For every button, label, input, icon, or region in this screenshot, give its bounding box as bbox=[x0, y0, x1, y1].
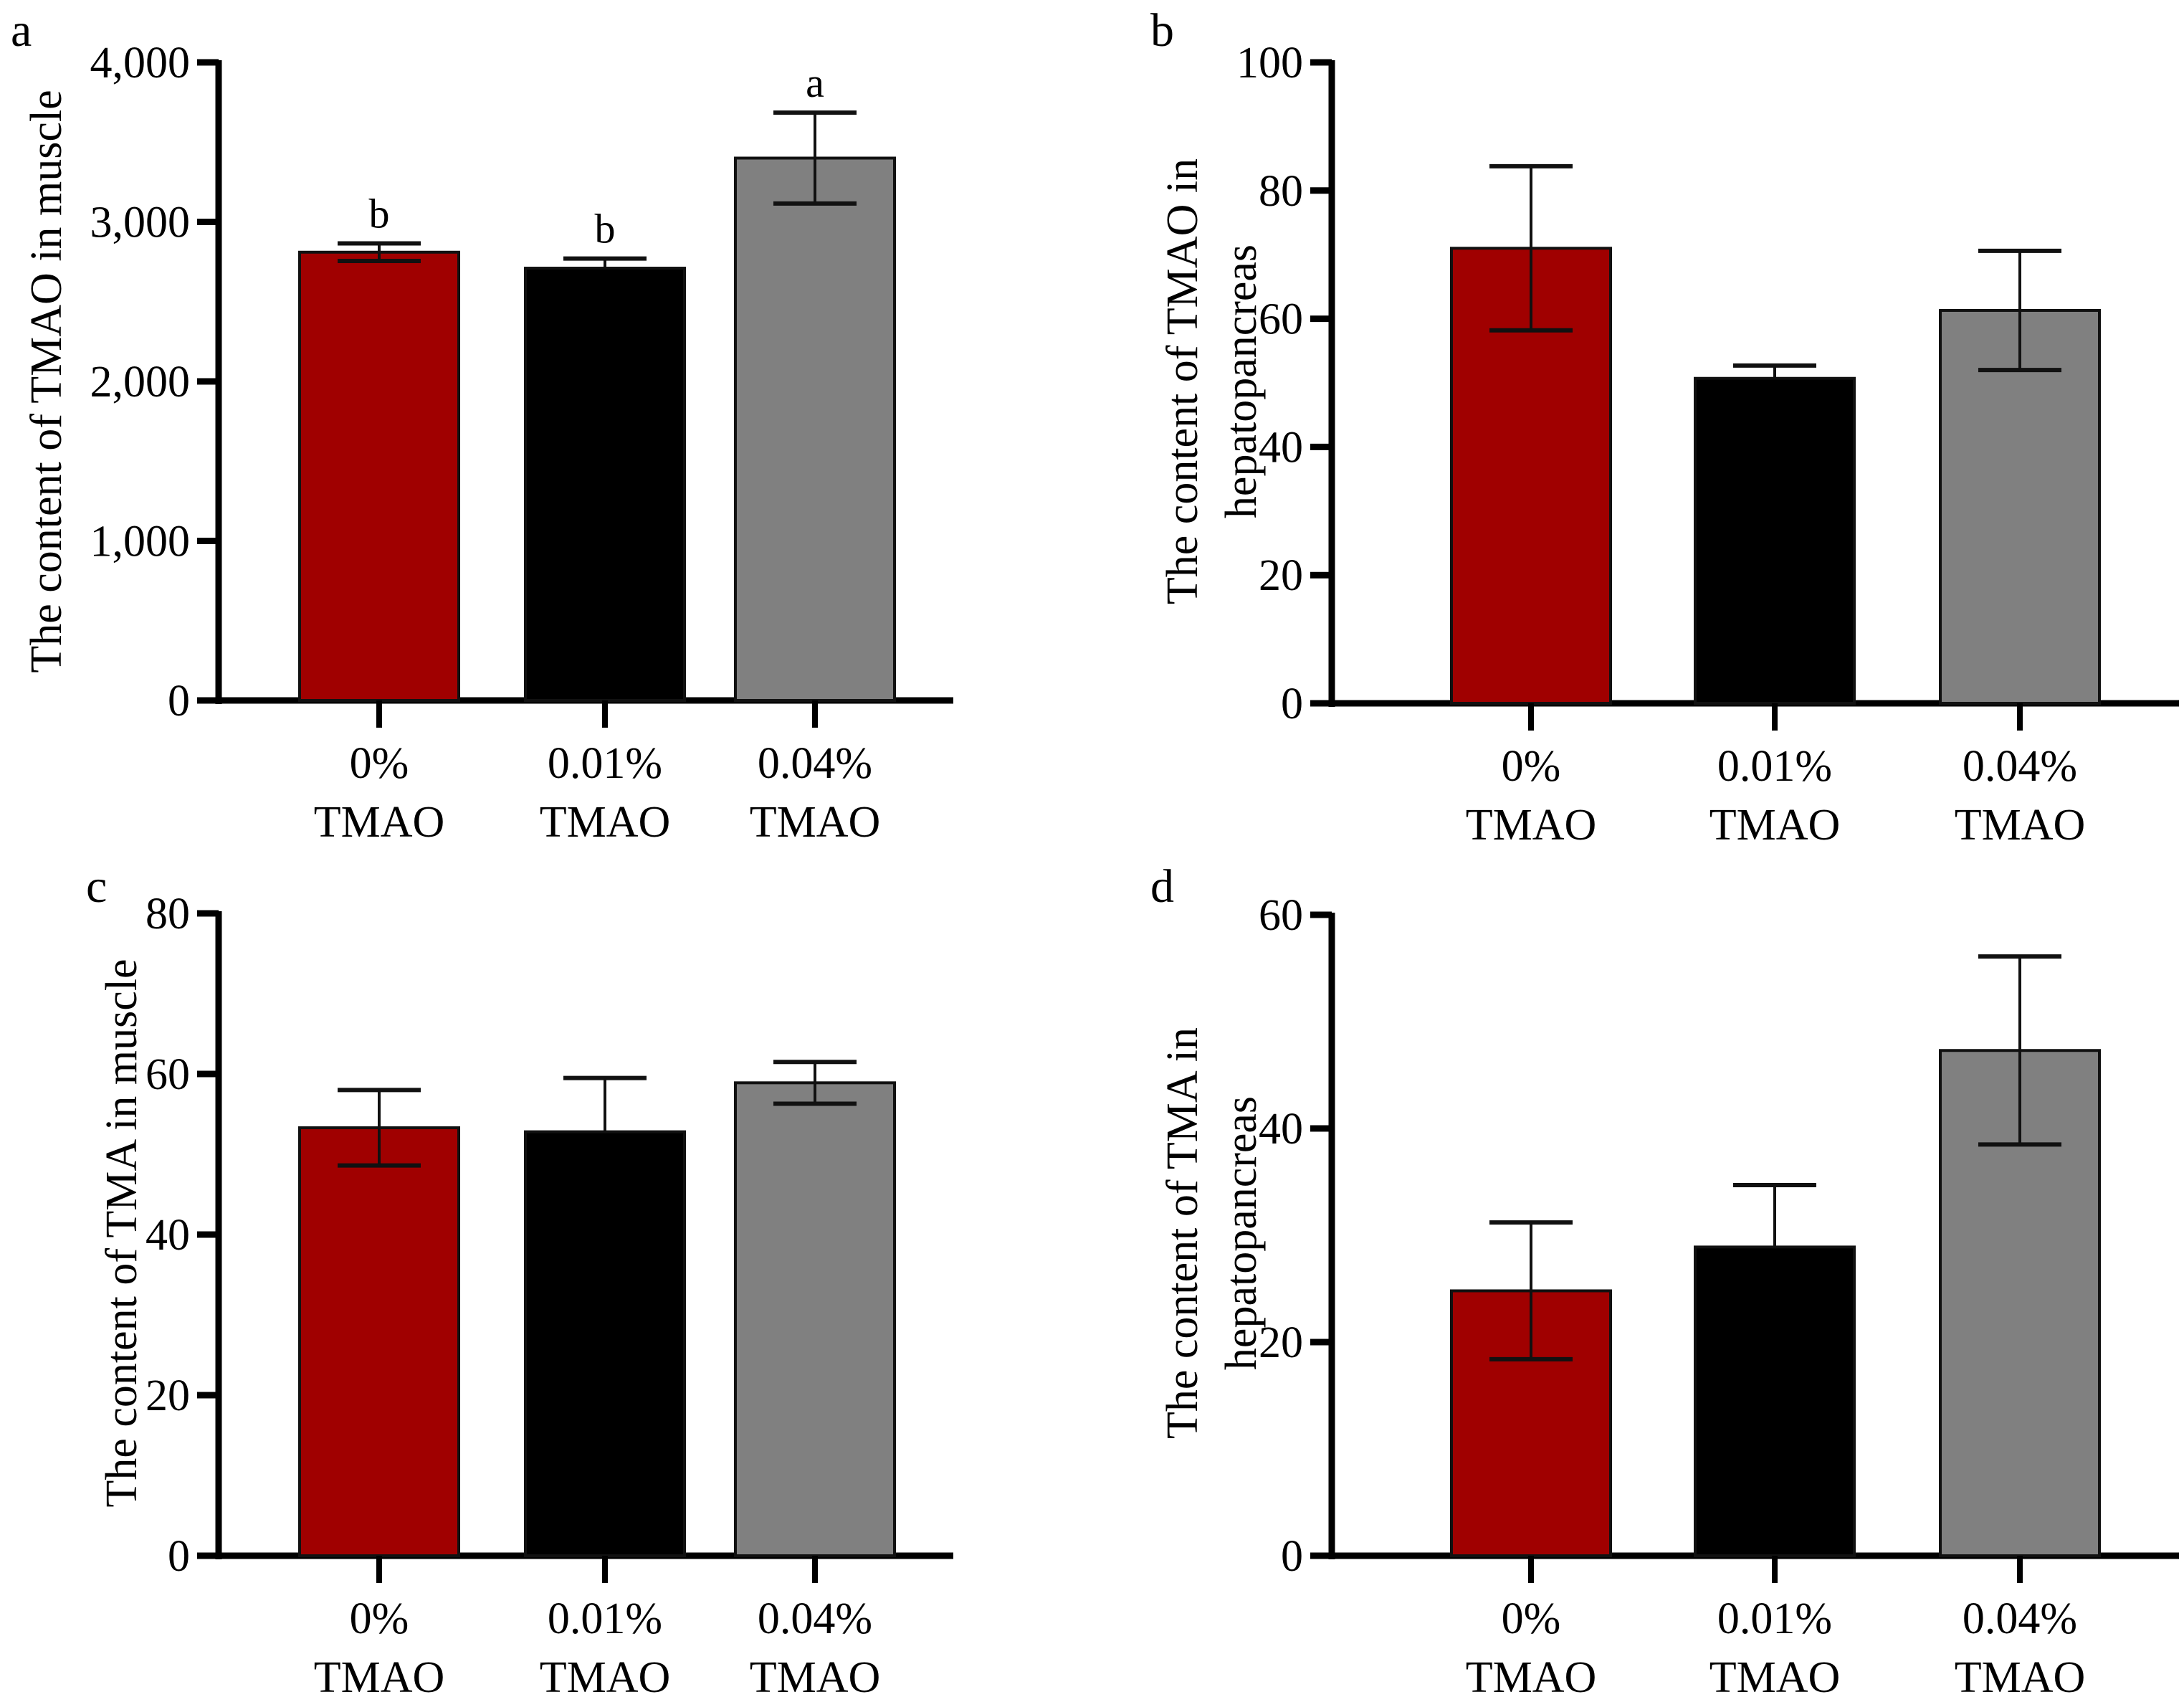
bar bbox=[298, 250, 460, 702]
panel-letter: d bbox=[1150, 860, 1174, 913]
x-tick-label: TMAO bbox=[540, 1653, 671, 1702]
x-tick-label: 0% bbox=[1502, 742, 1561, 791]
y-tick-label: 0 bbox=[168, 1532, 190, 1581]
significance-letter: a bbox=[806, 60, 824, 106]
x-tick-label: 0.01% bbox=[548, 1594, 662, 1643]
x-tick-label: TMAO bbox=[750, 798, 881, 847]
x-tick-label: 0% bbox=[1502, 1594, 1561, 1643]
y-tick-label: 3,000 bbox=[90, 199, 191, 247]
y-tick-label: 80 bbox=[146, 890, 190, 938]
panel-a: a The content of TMAO in muscle 0 1,000 2,00… bbox=[11, 4, 953, 847]
panel-c: c The content of TMA in muscle 0 20 40 60 80 0%… bbox=[86, 860, 953, 1702]
x-tick-label: TMAO bbox=[1466, 801, 1597, 850]
x-tick-label: TMAO bbox=[1466, 1653, 1597, 1702]
significance-letter: b bbox=[595, 206, 616, 252]
x-tick-label: 0.04% bbox=[1963, 1594, 2077, 1643]
y-tick-label: 4,000 bbox=[90, 39, 191, 87]
y-tick-label: 0 bbox=[1281, 680, 1303, 728]
bar bbox=[734, 1081, 896, 1557]
x-tick-label: TMAO bbox=[1955, 1653, 2086, 1702]
panel-d: d The content of TMA in hepatopancreas 0 20 4… bbox=[1150, 860, 2179, 1702]
bar bbox=[1694, 1245, 1856, 1557]
y-axis-title-line: hepatopancreas bbox=[1217, 244, 1266, 518]
significance-letter: b bbox=[369, 191, 390, 237]
y-tick-label: 60 bbox=[146, 1050, 190, 1099]
panel-letter: c bbox=[86, 860, 107, 913]
y-tick-label: 100 bbox=[1236, 39, 1303, 87]
x-tick-label: 0% bbox=[350, 739, 409, 788]
y-tick-label: 60 bbox=[1259, 295, 1303, 344]
y-tick-label: 40 bbox=[146, 1211, 190, 1260]
bar bbox=[298, 1126, 460, 1558]
y-axis-title-line: The content of TMAO in bbox=[1158, 158, 1207, 604]
panel-letter: b bbox=[1150, 4, 1174, 57]
y-axis-title-line: hepatopancreas bbox=[1217, 1096, 1266, 1370]
x-tick-label: TMAO bbox=[1709, 1653, 1841, 1702]
x-tick-label: 0% bbox=[350, 1594, 409, 1643]
x-tick-label: TMAO bbox=[1709, 801, 1841, 850]
x-tick-label: TMAO bbox=[750, 1653, 881, 1702]
y-tick-label: 0 bbox=[1281, 1532, 1303, 1581]
x-tick-label: 0.01% bbox=[548, 739, 662, 788]
x-tick-label: 0.01% bbox=[1717, 742, 1832, 791]
bar bbox=[734, 156, 896, 702]
y-tick-label: 0 bbox=[168, 677, 190, 726]
bar bbox=[524, 1130, 686, 1557]
bar bbox=[1939, 308, 2101, 705]
y-tick-label: 40 bbox=[1259, 423, 1303, 472]
x-tick-label: 0.04% bbox=[1963, 742, 2077, 791]
x-tick-label: TMAO bbox=[314, 1653, 445, 1702]
y-axis-title: The content of TMAO in muscle bbox=[22, 90, 71, 672]
bar bbox=[1694, 376, 1856, 705]
y-axis-title-line: The content of TMA in muscle bbox=[97, 959, 146, 1507]
y-tick-label: 1,000 bbox=[90, 518, 191, 566]
y-axis-title-line: The content of TMA in bbox=[1158, 1027, 1207, 1439]
y-axis-title: The content of TMA in hepatopancreas bbox=[1158, 1027, 1266, 1439]
y-axis-title: The content of TMAO in hepatopancreas bbox=[1158, 158, 1266, 604]
y-tick-label: 20 bbox=[1259, 551, 1303, 600]
panel-letter: a bbox=[11, 4, 32, 57]
x-tick-label: TMAO bbox=[1955, 801, 2086, 850]
y-tick-label: 2,000 bbox=[90, 358, 191, 407]
x-tick-label: 0.01% bbox=[1717, 1594, 1832, 1643]
y-axis-title: The content of TMA in muscle bbox=[97, 959, 146, 1507]
x-tick-label: TMAO bbox=[540, 798, 671, 847]
y-tick-label: 60 bbox=[1259, 891, 1303, 940]
bar bbox=[524, 267, 686, 702]
x-tick-label: TMAO bbox=[314, 798, 445, 847]
y-tick-label: 40 bbox=[1259, 1105, 1303, 1154]
y-tick-label: 80 bbox=[1259, 167, 1303, 216]
y-tick-label: 20 bbox=[146, 1371, 190, 1420]
y-tick-label: 20 bbox=[1259, 1318, 1303, 1367]
x-tick-label: 0.04% bbox=[758, 1594, 872, 1643]
y-axis-title-line: The content of TMAO in muscle bbox=[22, 90, 71, 672]
panel-b: b The content of TMAO in hepatopancreas 0 20… bbox=[1150, 4, 2179, 850]
x-tick-label: 0.04% bbox=[758, 739, 872, 788]
